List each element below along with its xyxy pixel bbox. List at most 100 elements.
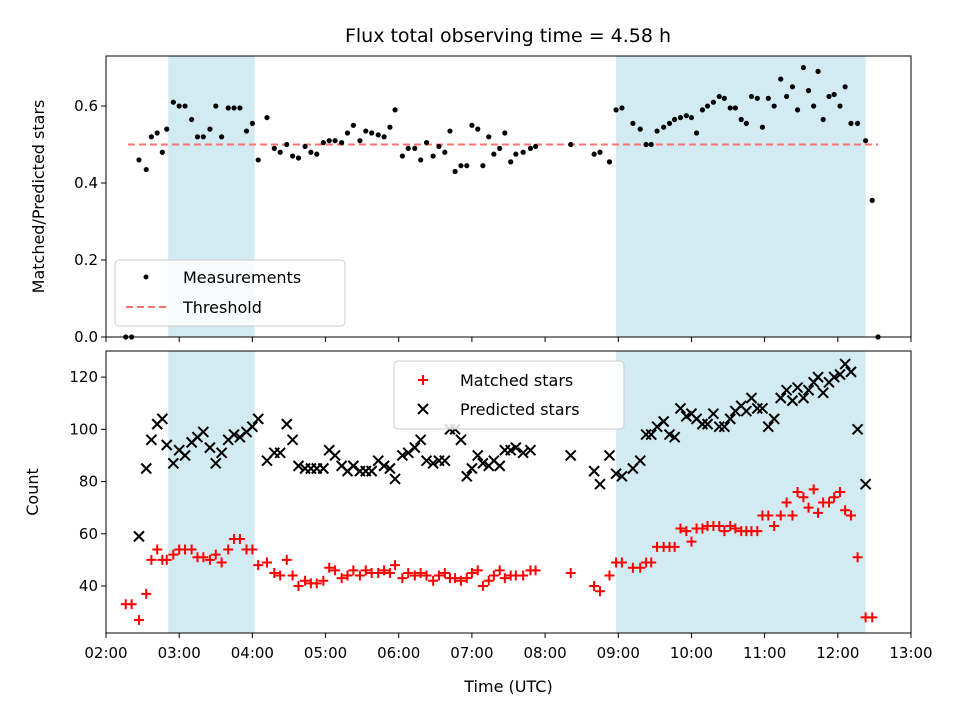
measurement-point: [805, 88, 812, 94]
predicted-star-point: [713, 421, 725, 433]
measurement-point: [683, 113, 689, 119]
predicted-star-point: [472, 449, 484, 462]
predicted-star-point: [252, 413, 264, 425]
predicted-star-point: [378, 460, 390, 472]
predicted-star-point: [517, 447, 529, 459]
predicted-star-point: [701, 418, 714, 430]
measurement-point: [469, 122, 475, 128]
bottom-y-tick-label: 100: [69, 420, 98, 438]
bottom-y-tick-label: 80: [79, 473, 98, 491]
matched-star-point: [247, 544, 258, 555]
matched-star-point: [384, 567, 395, 578]
measurement-point: [863, 138, 869, 144]
predicted-star-point: [859, 478, 872, 490]
predicted-star-point: [594, 478, 606, 490]
predicted-star-point: [384, 462, 396, 475]
measurement-point: [475, 126, 481, 132]
measurement-point: [568, 141, 574, 148]
matched-star-point: [565, 567, 576, 578]
top-x-ticks: [105, 337, 912, 342]
matched-star-point: [646, 557, 657, 568]
matched-star-point: [373, 567, 384, 578]
measurement-point: [619, 105, 625, 111]
matched-star-point: [126, 599, 137, 610]
matched-star-point: [281, 554, 292, 565]
measurement-point: [811, 103, 817, 109]
matched-star-point: [348, 565, 359, 576]
matched-star-point: [152, 544, 163, 555]
matched-star-point: [198, 552, 209, 563]
predicted-star-point: [524, 444, 537, 456]
measurement-point: [794, 107, 801, 113]
measurement-point: [513, 151, 519, 157]
predicted-star-point: [657, 415, 670, 428]
predicted-star-point: [204, 441, 216, 454]
predicted-star-point: [839, 358, 851, 370]
measurement-point: [405, 145, 411, 151]
measurement-point: [442, 149, 448, 155]
matched-star-point: [808, 484, 819, 495]
predicted-star-point: [640, 428, 652, 441]
predicted-star-point: [455, 434, 467, 446]
predicted-star-point: [762, 421, 775, 433]
matched-star-point: [450, 573, 461, 584]
matched-star-point: [472, 565, 483, 576]
matched-star-point: [792, 487, 803, 497]
measurement-point: [754, 95, 760, 101]
measurement-point: [231, 105, 237, 111]
measurement-point: [392, 107, 398, 113]
measurement-point: [738, 116, 744, 123]
measurement-point: [759, 124, 766, 130]
predicted-star-point: [246, 421, 259, 433]
measurement-point: [170, 99, 176, 105]
measurement-point: [820, 116, 826, 123]
predicted-star-point: [477, 457, 489, 469]
matched-star-point: [300, 575, 311, 586]
measurement-point: [264, 114, 270, 121]
predicted-star-point: [210, 457, 222, 469]
measurement-point: [527, 145, 534, 151]
matched-star-point: [530, 565, 541, 576]
legend-threshold-label: Threshold: [182, 298, 262, 317]
matched-star-point: [494, 565, 505, 576]
matched-star-point: [455, 575, 466, 586]
measurement-point: [423, 140, 430, 146]
bottom-y-tick-label: 40: [79, 577, 98, 595]
matched-star-point: [714, 520, 725, 531]
predicted-star-point: [828, 371, 840, 383]
matched-star-point: [669, 541, 680, 552]
measurement-point: [207, 126, 213, 132]
matched-star-point: [330, 565, 341, 576]
measurement-point: [778, 76, 784, 82]
predicted-star-point: [797, 392, 810, 404]
bottom-shaded-regions: [168, 351, 866, 633]
x-tick-label: 10:00: [670, 644, 713, 662]
matched-star-point: [835, 487, 846, 497]
measurement-point: [464, 163, 470, 169]
matched-star-point: [730, 523, 741, 534]
matched-star-point: [287, 570, 298, 581]
measurement-point: [591, 151, 597, 157]
measurement-point: [387, 124, 393, 130]
predicted-star-point: [845, 366, 857, 378]
bottom-legend-box: [393, 360, 625, 430]
top-shaded-regions: [168, 56, 866, 337]
measurement-point: [189, 116, 195, 123]
measurement-point: [648, 141, 654, 148]
predicted-star-point: [668, 431, 681, 443]
matched-star-point: [616, 557, 627, 568]
legend-measurements-label: Measurements: [183, 268, 301, 287]
matched-star-point: [675, 523, 686, 534]
predicted-star-point: [197, 426, 210, 438]
measurement-point: [672, 116, 678, 123]
matched-star-point: [293, 581, 304, 591]
matched-star-point: [318, 575, 329, 586]
matched-star-point: [781, 497, 792, 508]
measurement-point: [688, 114, 695, 121]
matched-star-point: [324, 562, 335, 573]
matched-star-point: [483, 575, 494, 586]
x-tick-label: 07:00: [450, 644, 493, 662]
measurement-point: [869, 197, 875, 203]
measurement-point: [637, 126, 643, 132]
